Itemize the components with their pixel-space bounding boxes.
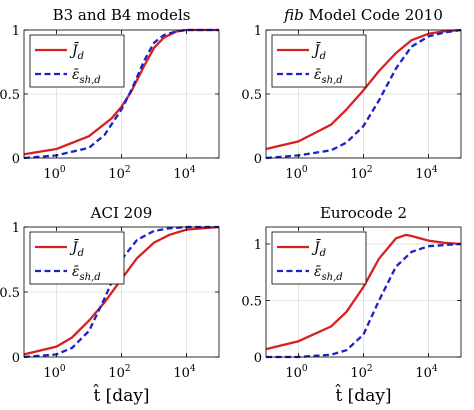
subplot-title: B3 and B4 models [53, 6, 191, 24]
y-tick-label-2: 1 [12, 221, 20, 236]
y-tick-label-0: 0 [12, 351, 20, 366]
y-tick-label-2: 1 [254, 238, 262, 253]
legend-subscript-2: sh,d [80, 272, 101, 283]
legend-subscript-1: d [320, 51, 326, 62]
series-line-2 [265, 28, 462, 160]
series-line-2 [266, 242, 462, 359]
x-tick-exponent-0: 0 [302, 165, 308, 175]
x-tick-exponent-2: 4 [432, 364, 438, 374]
series-line-1 [265, 28, 462, 151]
x-tick-exponent-2: 4 [432, 165, 438, 175]
legend-subscript-2: sh,d [322, 75, 343, 86]
title-part-1: Model Code 2010 [304, 6, 443, 24]
legend-subscript-1: d [78, 248, 84, 259]
y-tick-label-1: 0.5 [241, 88, 262, 103]
series-line-2 [23, 225, 219, 359]
x-tick-exponent-1: 2 [367, 165, 373, 175]
y-tick-label-1: 0.5 [0, 286, 20, 301]
x-axis-label: t̂ [day] [93, 384, 149, 406]
y-tick-label-2: 1 [12, 24, 20, 39]
title-part-0: B3 and B4 models [53, 6, 191, 24]
legend-box [271, 34, 367, 88]
x-tick-exponent-1: 2 [125, 364, 131, 374]
y-tick-label-1: 0.5 [241, 294, 262, 309]
legend-subscript-2: sh,d [322, 272, 343, 283]
y-tick-label-2: 1 [254, 24, 262, 39]
subplot-title: ACI 209 [90, 204, 153, 222]
title-part-0: Eurocode 2 [320, 204, 407, 222]
x-axis-label: t̂ [day] [335, 384, 391, 406]
x-tick-exponent-2: 4 [190, 165, 196, 175]
x-tick-exponent-1: 2 [367, 364, 373, 374]
y-tick-label-0: 0 [254, 351, 262, 366]
legend: J̄dε̄sh,d [271, 34, 367, 88]
y-tick-label-0: 0 [12, 152, 20, 167]
y-tick-label-0: 0 [254, 152, 262, 167]
legend: J̄dε̄sh,d [29, 34, 125, 88]
legend: J̄dε̄sh,d [29, 231, 125, 285]
legend: J̄dε̄sh,d [271, 231, 367, 285]
x-tick-exponent-2: 4 [190, 364, 196, 374]
x-tick-exponent-1: 2 [125, 165, 131, 175]
y-tick-label-1: 0.5 [0, 88, 20, 103]
x-tick-exponent-0: 0 [302, 364, 308, 374]
legend-box [29, 231, 125, 285]
legend-subscript-1: d [320, 248, 326, 259]
subplot-title: Eurocode 2 [320, 204, 407, 222]
title-part-0: fib [283, 6, 304, 24]
legend-box [29, 34, 125, 88]
subplot-title: fib Model Code 2010 [283, 6, 443, 24]
legend-subscript-2: sh,d [80, 75, 101, 86]
x-tick-exponent-0: 0 [60, 364, 66, 374]
series-line-1 [265, 233, 462, 351]
legend-subscript-1: d [78, 51, 84, 62]
title-part-0: ACI 209 [90, 204, 153, 222]
legend-box [271, 231, 367, 285]
x-tick-exponent-0: 0 [60, 165, 66, 175]
